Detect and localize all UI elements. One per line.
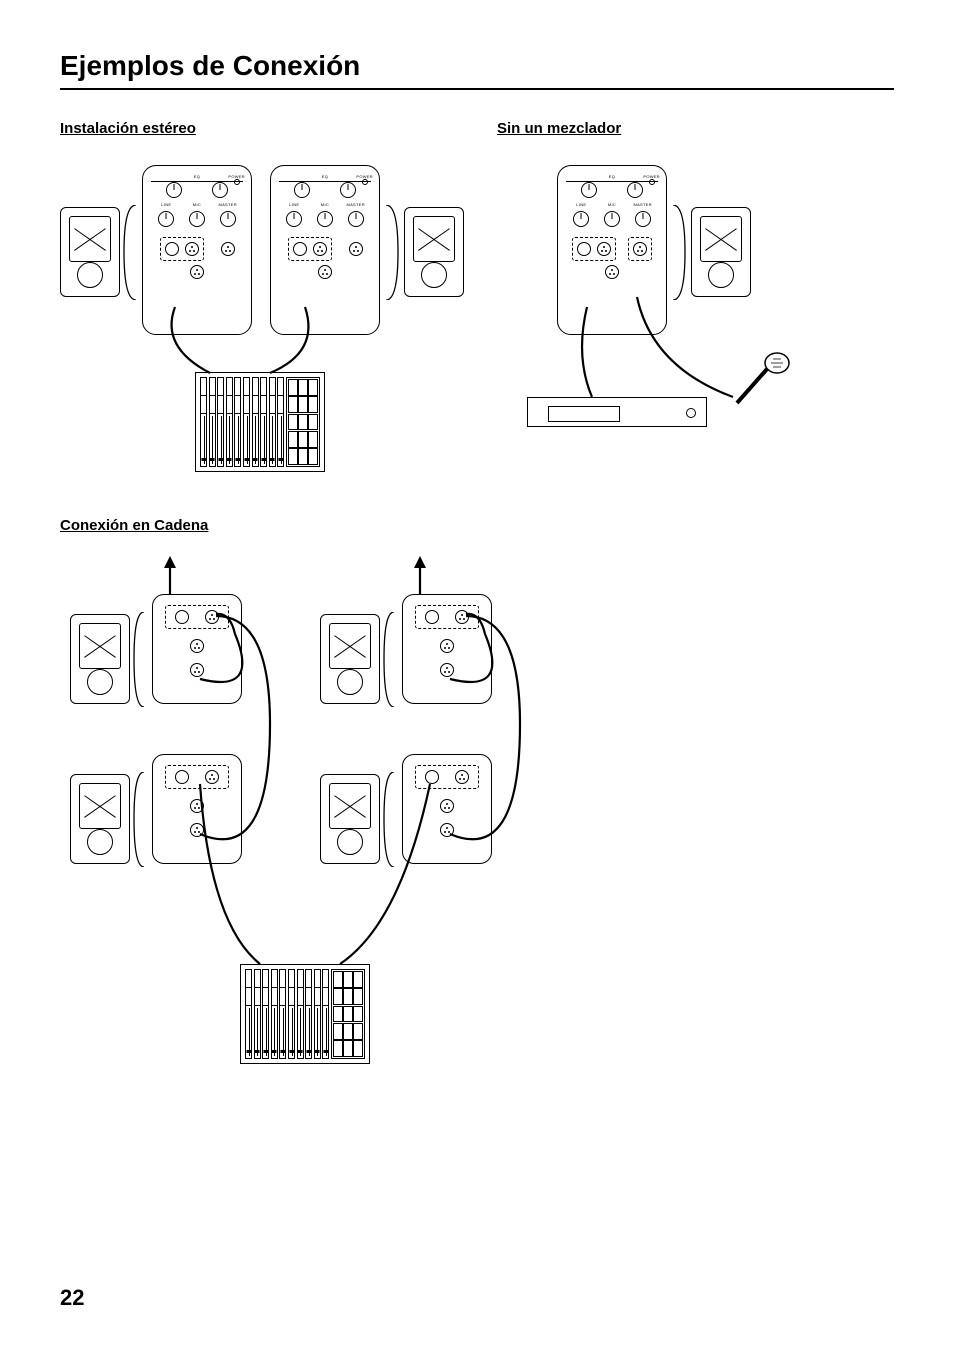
speaker-back-small-bl-icon bbox=[152, 754, 242, 864]
speaker-front-tr-icon bbox=[320, 614, 380, 704]
section-stereo: Instalación estéreo EQ POWER bbox=[60, 120, 457, 477]
section-daisy: Conexión en Cadena bbox=[60, 517, 894, 1094]
speaker-front-tl-icon bbox=[70, 614, 130, 704]
document-page: Ejemplos de Conexión Instalación estéreo… bbox=[0, 0, 954, 1351]
speaker-back-panel-left-icon: EQ POWER LINE MIC MASTER bbox=[142, 165, 252, 335]
section-daisy-heading: Conexión en Cadena bbox=[60, 517, 894, 534]
diagram-stereo: EQ POWER LINE MIC MASTER bbox=[60, 157, 457, 477]
speaker-back-small-tl-icon bbox=[152, 594, 242, 704]
speaker-back-small-br-icon bbox=[402, 754, 492, 864]
speaker-front-right-icon bbox=[404, 207, 464, 297]
page-title: Ejemplos de Conexión bbox=[60, 50, 894, 90]
diagram-no-mixer: EQ POWER LINE MIC MASTER bbox=[497, 157, 894, 477]
speaker-back-panel-icon: EQ POWER LINE MIC MASTER bbox=[557, 165, 667, 335]
mixer-daisy-icon bbox=[240, 964, 370, 1064]
speaker-front-icon bbox=[691, 207, 751, 297]
speaker-back-panel-right-icon: EQ POWER LINE MIC MASTER bbox=[270, 165, 380, 335]
cd-player-icon bbox=[527, 397, 707, 427]
page-number: 22 bbox=[60, 1285, 84, 1311]
speaker-front-bl-icon bbox=[70, 774, 130, 864]
section-row-top: Instalación estéreo EQ POWER bbox=[60, 120, 894, 477]
mixer-icon bbox=[195, 372, 325, 472]
speaker-back-small-tr-icon bbox=[402, 594, 492, 704]
diagram-daisy bbox=[70, 554, 904, 1094]
microphone-icon bbox=[727, 345, 797, 415]
speaker-front-br-icon bbox=[320, 774, 380, 864]
section-no-mixer-heading: Sin un mezclador bbox=[497, 120, 894, 137]
speaker-front-left-icon bbox=[60, 207, 120, 297]
section-no-mixer: Sin un mezclador EQ POWER LINE MIC bbox=[497, 120, 894, 477]
section-stereo-heading: Instalación estéreo bbox=[60, 120, 457, 137]
